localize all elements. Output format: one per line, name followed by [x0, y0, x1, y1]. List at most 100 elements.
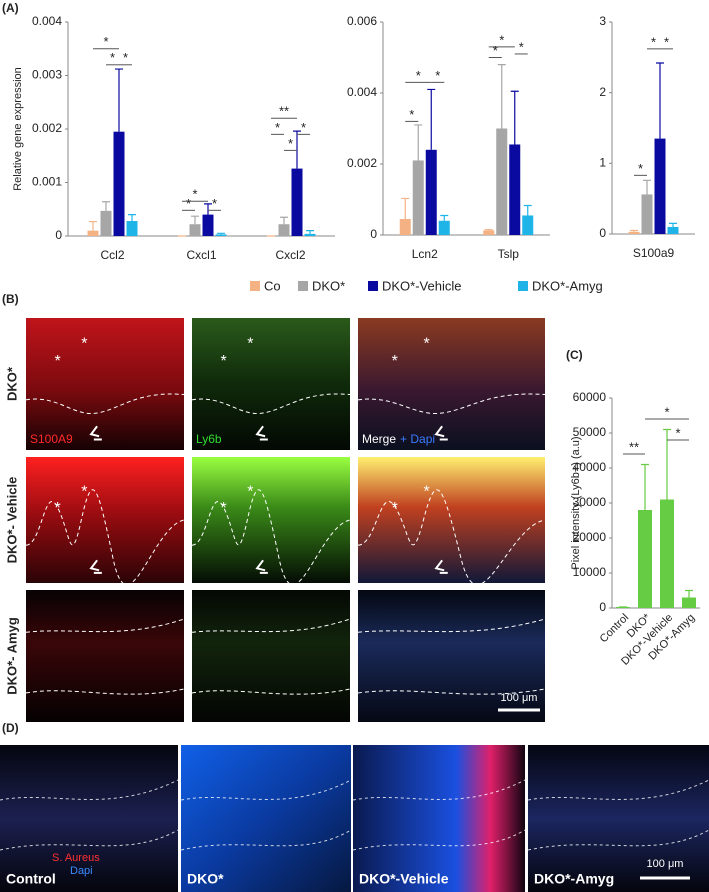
x-tick-label: Cxcl1 [186, 248, 216, 262]
micrograph [181, 745, 351, 892]
bar [638, 510, 652, 608]
row-label: DKO*- Vehicle [4, 477, 19, 564]
arrow [89, 559, 102, 574]
y-tick-label: 0.002 [32, 121, 62, 135]
arrow [255, 559, 268, 574]
micrograph [358, 318, 545, 450]
significance-label: * [186, 196, 191, 211]
y-tick-label: 10000 [573, 565, 607, 579]
y-tick-label: 50000 [573, 425, 607, 439]
error-bar [191, 215, 199, 225]
region-marker: * [423, 336, 429, 353]
bar [660, 499, 674, 608]
significance-label: * [123, 50, 128, 65]
panel-label: (A) [2, 1, 19, 15]
y-tick-label: 30000 [573, 495, 607, 509]
y-tick-label: 0 [370, 227, 377, 241]
significance-label: * [110, 50, 115, 65]
significance-label: * [638, 161, 643, 176]
y-tick-label: 0.004 [32, 14, 62, 28]
significance-label: * [103, 34, 108, 49]
significance-label: * [416, 68, 421, 83]
channel-label: S100A9 [30, 432, 73, 446]
region-marker: * [423, 483, 429, 500]
tissue-outline [25, 489, 185, 586]
significance-label: * [192, 187, 197, 202]
panel-label: (B) [2, 292, 19, 306]
bar [628, 231, 640, 234]
tissue-outline [191, 489, 351, 586]
tissue-outline [352, 779, 526, 851]
bar [100, 210, 112, 236]
error-bar [115, 68, 123, 132]
error-bar [414, 124, 423, 161]
error-bar [306, 230, 314, 234]
micrograph [358, 457, 545, 583]
scale-bar-label: 100 μm [501, 692, 538, 704]
legend-swatch [298, 281, 308, 291]
bar [278, 224, 290, 236]
x-tick-label: Tslp [498, 247, 520, 261]
x-tick-label: Lcn2 [412, 247, 438, 261]
error-bar [128, 214, 136, 222]
bar [641, 194, 653, 234]
bar [496, 128, 508, 235]
y-tick-label: 0.004 [347, 85, 377, 99]
bar [425, 149, 437, 235]
tissue-outline [191, 393, 351, 414]
micrograph [192, 318, 350, 450]
region-marker: * [54, 353, 60, 370]
bar [202, 214, 214, 236]
error-bar [630, 229, 638, 232]
legend-label: DKO*-Vehicle [382, 278, 461, 293]
tissue-outline [191, 618, 351, 695]
y-tick-label: 60000 [573, 390, 607, 404]
region-marker: * [392, 500, 398, 517]
error-bar [102, 201, 110, 211]
significance-label: * [519, 39, 524, 54]
tissue-outline [180, 779, 352, 851]
image-label: DKO*-Vehicle [359, 871, 449, 887]
micrograph [0, 745, 178, 892]
row-label: DKO* [4, 366, 19, 401]
significance-label: * [493, 43, 498, 58]
significance-label: * [288, 136, 293, 151]
tissue-outline [527, 779, 709, 851]
micrograph [192, 457, 350, 583]
tissue-outline [357, 489, 546, 586]
bar [399, 219, 411, 235]
region-marker: * [81, 336, 87, 353]
x-tick-label: Control [598, 612, 632, 646]
arrow [434, 559, 448, 574]
micrograph [528, 745, 709, 892]
error-bar [401, 197, 410, 220]
significance-label: * [499, 32, 504, 47]
image-label: DKO*-Amyg [534, 871, 614, 887]
error-bar [440, 214, 449, 221]
micrograph [26, 318, 184, 450]
scale-bar-label: 100 μm [647, 858, 684, 870]
significance-label: ** [629, 439, 639, 454]
error-bar [669, 222, 677, 227]
legend-label: Co [264, 278, 281, 293]
channel-label: Ly6b [196, 432, 222, 446]
error-bar [497, 63, 506, 129]
error-bar [663, 428, 671, 500]
region-marker: * [247, 336, 253, 353]
stain-label: Dapi [70, 865, 93, 877]
significance-label: * [664, 34, 669, 49]
error-bar [204, 203, 212, 215]
y-axis-label: Pixel intensity (Ly6b+) (a.u) [570, 436, 582, 569]
bar [189, 224, 201, 236]
legend-swatch [518, 281, 528, 291]
micrograph [192, 590, 350, 722]
bar [126, 221, 138, 236]
bar [304, 233, 316, 236]
y-tick-label: 0 [55, 228, 62, 242]
y-tick-label: 0.001 [32, 175, 62, 189]
error-bar [217, 232, 225, 235]
y-tick-label: 0.006 [347, 14, 377, 28]
legend-swatch [250, 281, 260, 291]
micrograph [26, 457, 184, 583]
y-tick-label: 0.002 [347, 156, 377, 170]
